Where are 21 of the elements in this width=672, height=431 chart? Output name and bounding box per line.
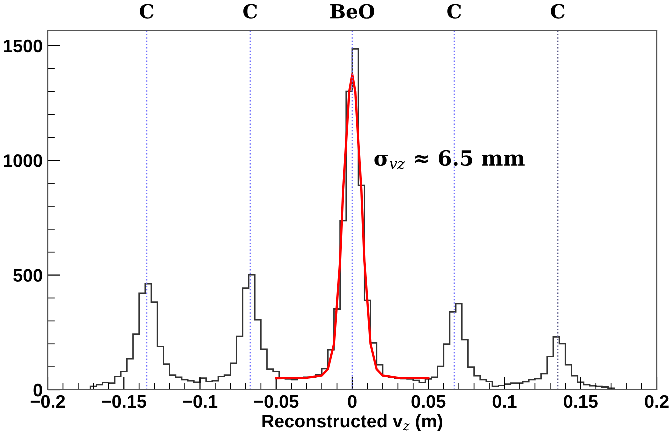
y-tick-label: 0 [34, 384, 42, 397]
ref-line-label: C [551, 4, 565, 19]
x-axis-title: Reconstructed v$_{z}$ (m) [262, 414, 442, 431]
x-tick-label: −0.2 [30, 395, 66, 408]
x-tick-label: −0.15 [102, 395, 146, 408]
y-tick-label: 1500 [4, 40, 42, 53]
annotation: σ$_{vz}$ ≈ 6.5 mm [374, 150, 525, 170]
ref-line-label: BeO [330, 4, 375, 19]
x-tick-label: −0.05 [254, 395, 299, 408]
ref-line-label: C [448, 4, 462, 19]
y-tick-label: 500 [14, 269, 42, 282]
x-tick-label: −0.1 [183, 395, 218, 408]
x-tick-label: 0.1 [492, 395, 517, 408]
ref-line-label: C [244, 4, 258, 19]
x-tick-label: 0.2 [645, 395, 669, 408]
x-tick-label: 0.05 [412, 395, 446, 408]
line-series [275, 73, 430, 380]
x-tick-label: 0.15 [564, 395, 598, 408]
x-tick-label: 0 [348, 395, 357, 408]
y-tick-label: 1000 [4, 154, 42, 168]
ref-line-label: C [140, 4, 154, 19]
